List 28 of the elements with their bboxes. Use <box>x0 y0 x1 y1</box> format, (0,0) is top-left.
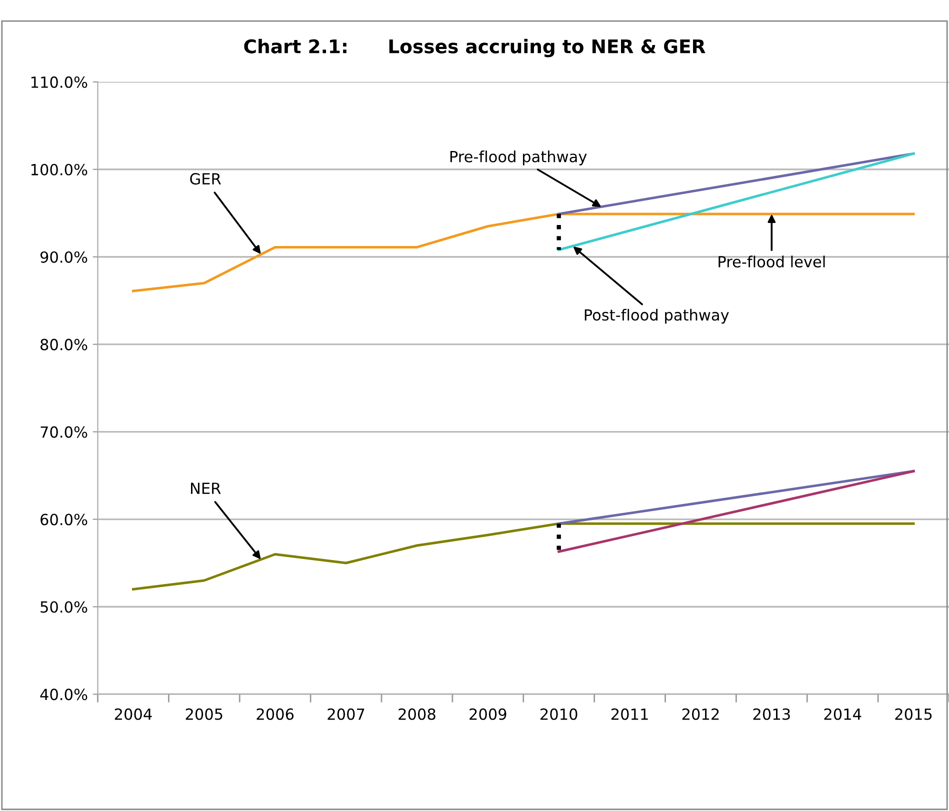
y-tick-label: 50.0% <box>40 601 88 613</box>
y-tick-label: 110.0% <box>31 76 88 88</box>
x-tick-label: 2007 <box>328 708 364 720</box>
annotation: Pre-flood level <box>718 256 825 268</box>
y-tick-label: 60.0% <box>40 514 88 526</box>
x-tick-label: 2012 <box>682 708 719 720</box>
y-tick-label: 80.0% <box>40 338 88 350</box>
x-tick-label: 2010 <box>540 708 578 720</box>
annotation: NER <box>191 482 221 494</box>
x-tick-label: 2011 <box>611 708 648 720</box>
x-tick-label: 2014 <box>824 708 862 720</box>
y-tick-label: 70.0% <box>40 426 88 438</box>
annotation: Pre-flood pathway <box>450 150 587 166</box>
x-tick-label: 2009 <box>470 708 506 720</box>
annotation: Post-flood pathway <box>584 308 729 324</box>
line-series <box>132 212 915 292</box>
x-tick-label: 2005 <box>186 708 222 720</box>
line-series <box>132 522 915 590</box>
y-tick-label: 90.0% <box>40 251 88 263</box>
x-tick-label: 2004 <box>114 708 152 720</box>
x-tick-label: 2008 <box>398 708 436 720</box>
y-tick-label: 40.0% <box>40 688 88 700</box>
y-tick-label: 100.0% <box>31 164 88 176</box>
x-tick-label: 2015 <box>895 708 932 720</box>
x-tick-label: 2006 <box>256 708 294 720</box>
x-tick-label: 2013 <box>753 708 790 720</box>
chart-title: Chart 2.1: Losses accruing to NER & GER <box>244 38 706 58</box>
annotation: GER <box>190 173 221 185</box>
